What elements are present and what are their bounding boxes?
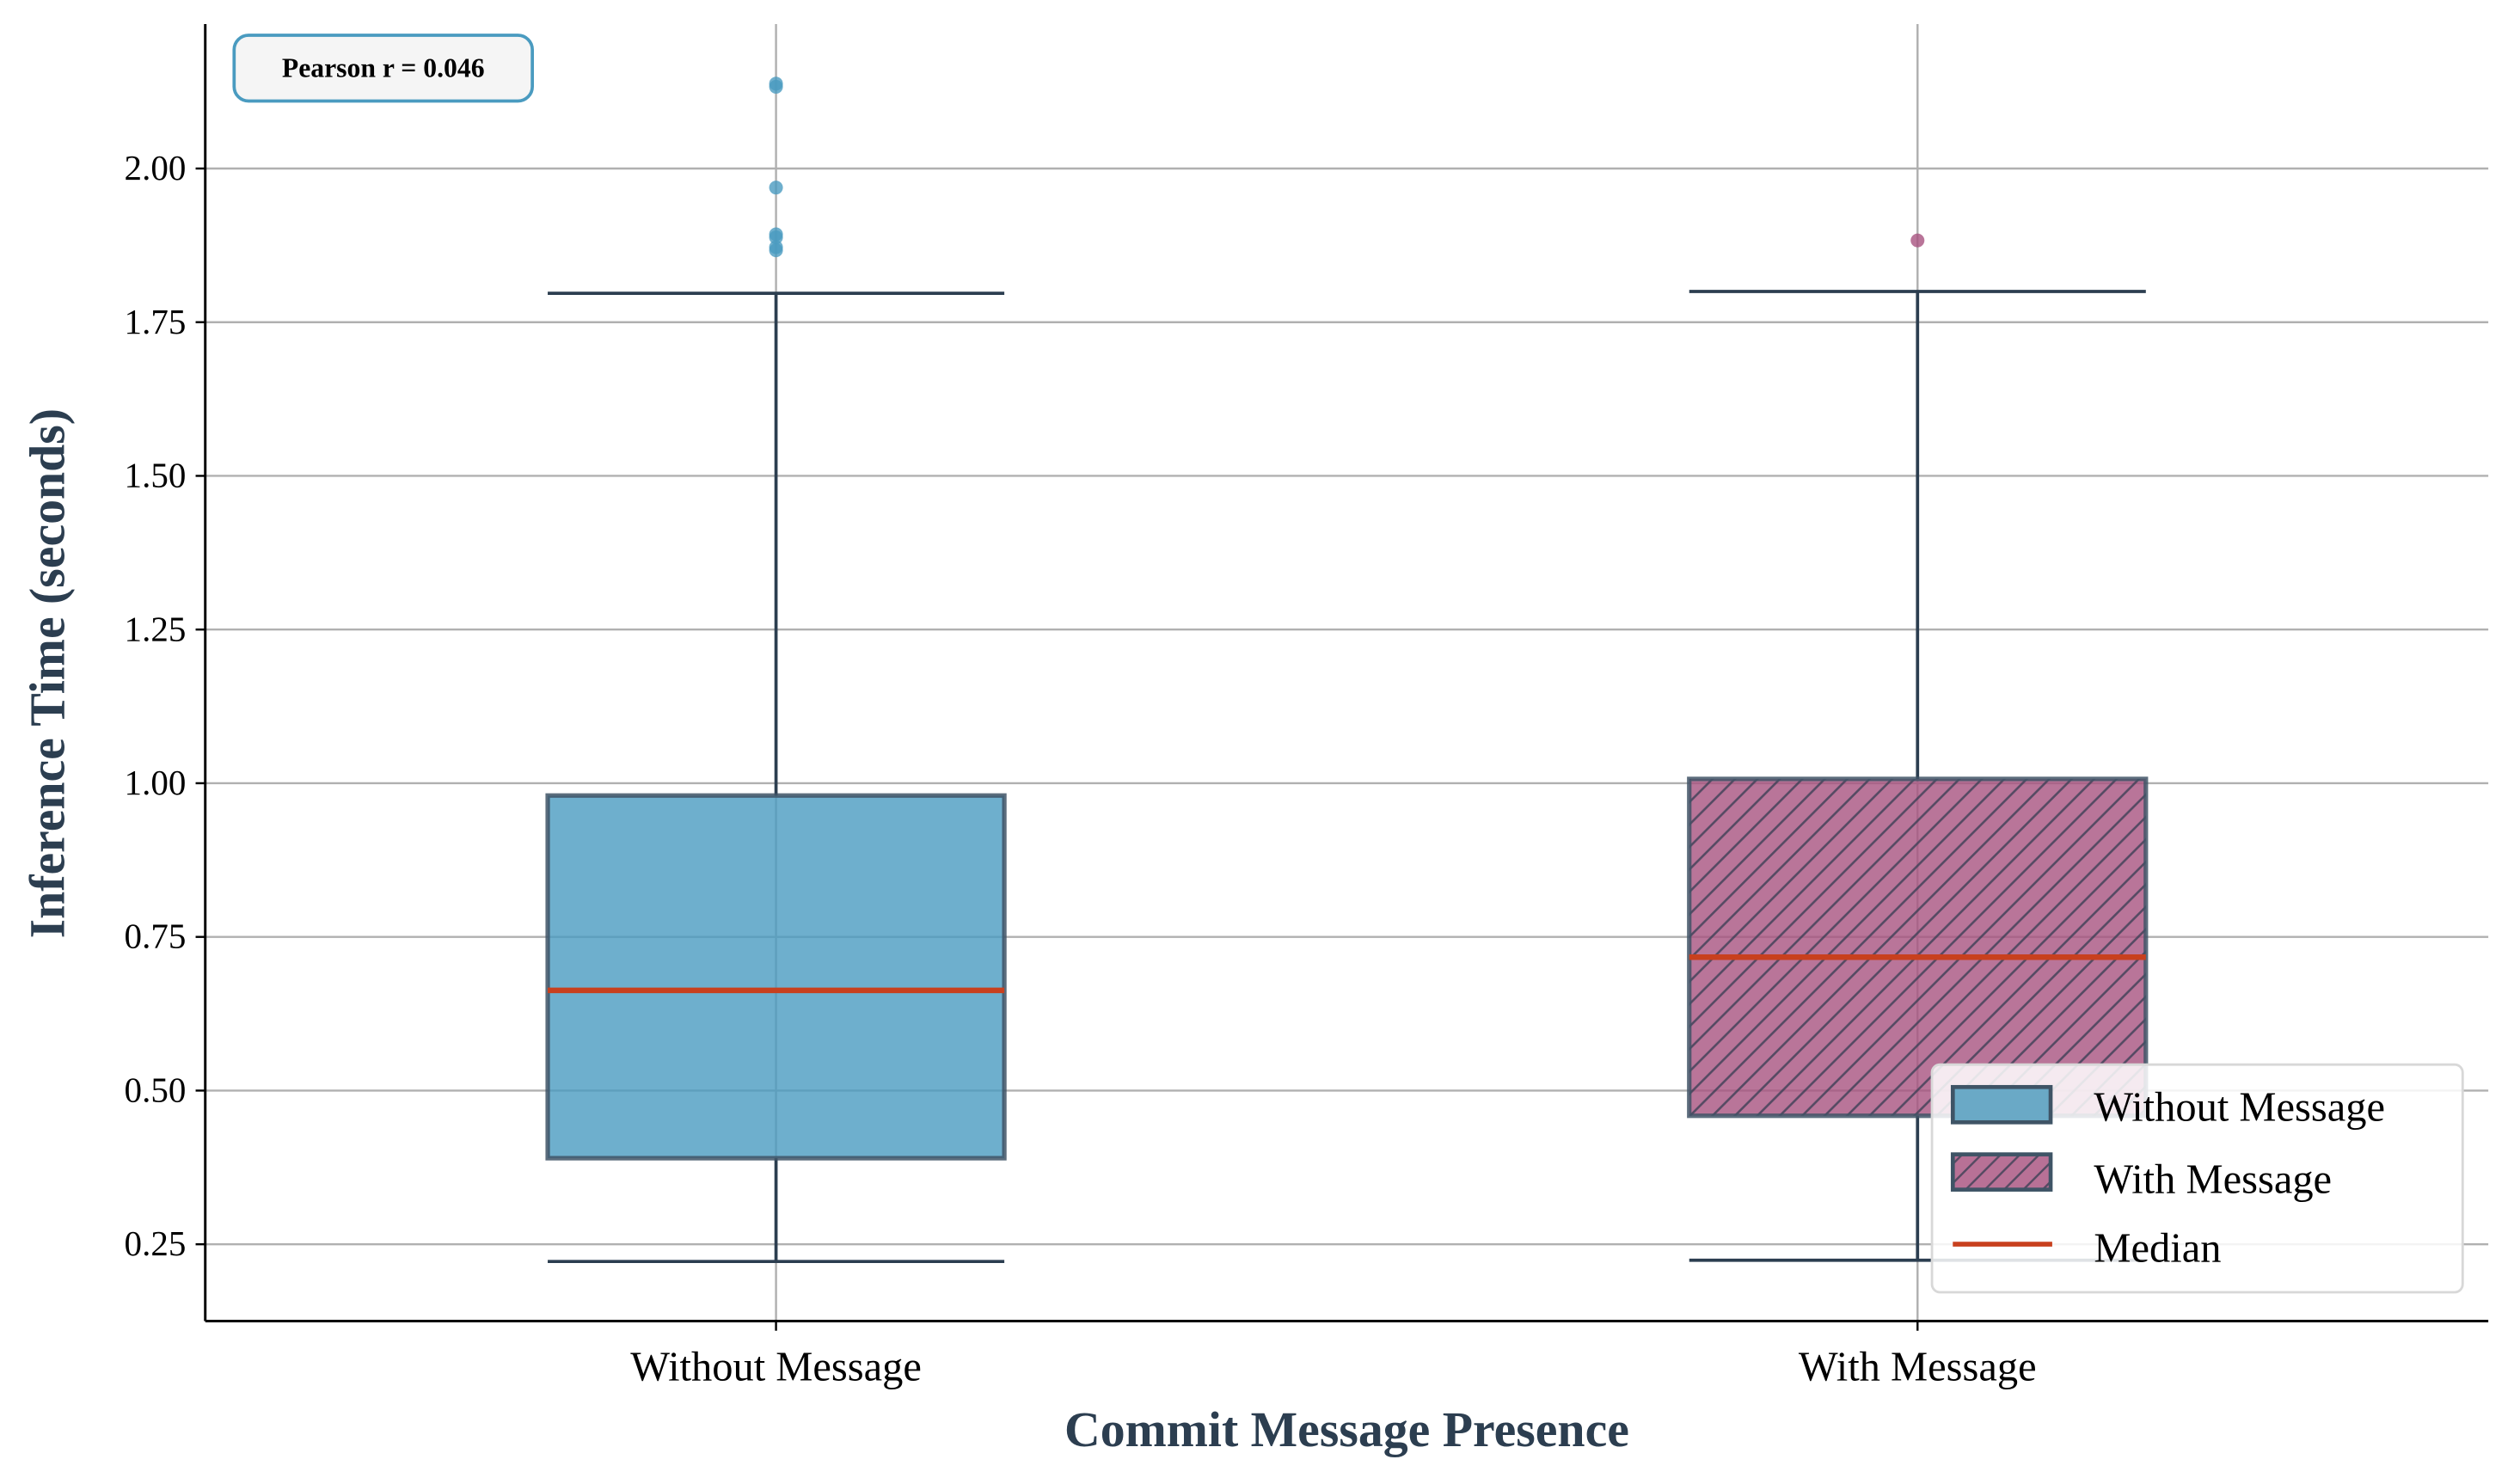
legend: Without Message With Message Median (1930, 1063, 2464, 1294)
box-hatch (1689, 778, 2146, 1116)
y-tick-label: 1.00 (125, 763, 187, 802)
legend-label-without: Without Message (2094, 1084, 2385, 1130)
legend-label-median: Median (2094, 1226, 2221, 1272)
outlier-point (769, 181, 783, 195)
box-body (548, 795, 1005, 1159)
y-tick-label: 1.75 (125, 302, 187, 341)
box-without-message (545, 77, 1007, 1264)
boxes (545, 77, 2149, 1264)
x-tick-label: With Message (1799, 1345, 2037, 1390)
legend-swatch-with (1950, 1152, 2053, 1192)
annotation-box: Pearson r = 0.046 (232, 34, 535, 103)
pearson-annotation: Pearson r = 0.046 (282, 53, 485, 83)
legend-label-with: With Message (2094, 1156, 2332, 1202)
y-tick-label: 0.50 (125, 1070, 187, 1109)
y-tick-label: 0.25 (125, 1223, 187, 1263)
x-tick-label: Without Message (630, 1345, 922, 1390)
y-tick-label: 0.75 (125, 917, 187, 956)
x-axis-label: Commit Message Presence (1064, 1401, 1629, 1457)
outlier-point (1910, 233, 1925, 248)
box-with-message (1687, 233, 2149, 1262)
outlier-point (769, 230, 783, 245)
axes: 0.25 0.50 0.75 1.00 1.25 1.50 1.75 2.00 Without … (125, 23, 2489, 1390)
y-tick-label: 2.00 (125, 148, 187, 187)
box-outline (1687, 776, 2149, 1119)
legend-swatch-without (1950, 1084, 2053, 1125)
y-axis-label: Inference Time (seconds) (20, 408, 76, 938)
y-tick-label: 1.50 (125, 456, 187, 495)
outlier-point (769, 243, 783, 258)
outlier-point (769, 79, 783, 94)
box-outline (545, 793, 1007, 1161)
y-tick-label: 1.25 (125, 609, 187, 648)
